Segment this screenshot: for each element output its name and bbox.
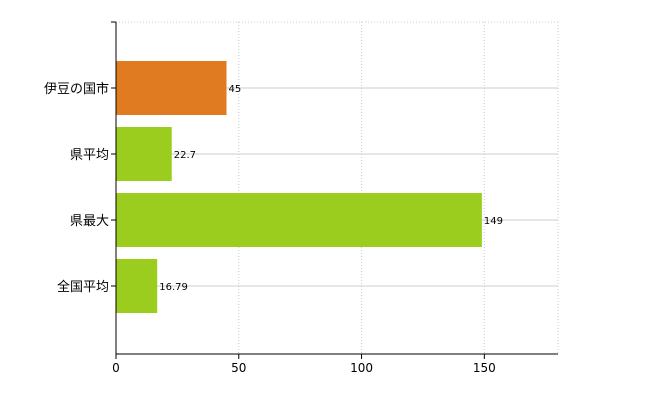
value-label: 16.79 [159,282,188,293]
category-label: 県平均 [70,148,109,163]
value-label: 45 [229,84,242,95]
value-label: 149 [484,216,503,227]
category-label: 県最大 [70,214,109,229]
x-tick-label: 0 [112,361,120,375]
bar [116,259,157,313]
x-tick-label: 150 [473,361,496,375]
category-label: 伊豆の国市 [44,81,109,97]
bar [116,127,172,181]
x-tick-label: 50 [231,361,246,375]
bar [116,61,227,115]
x-tick-label: 100 [350,361,373,375]
bar-layer [116,61,482,313]
category-label: 全国平均 [57,279,109,295]
value-label: 22.7 [174,150,196,161]
bar [116,193,482,247]
